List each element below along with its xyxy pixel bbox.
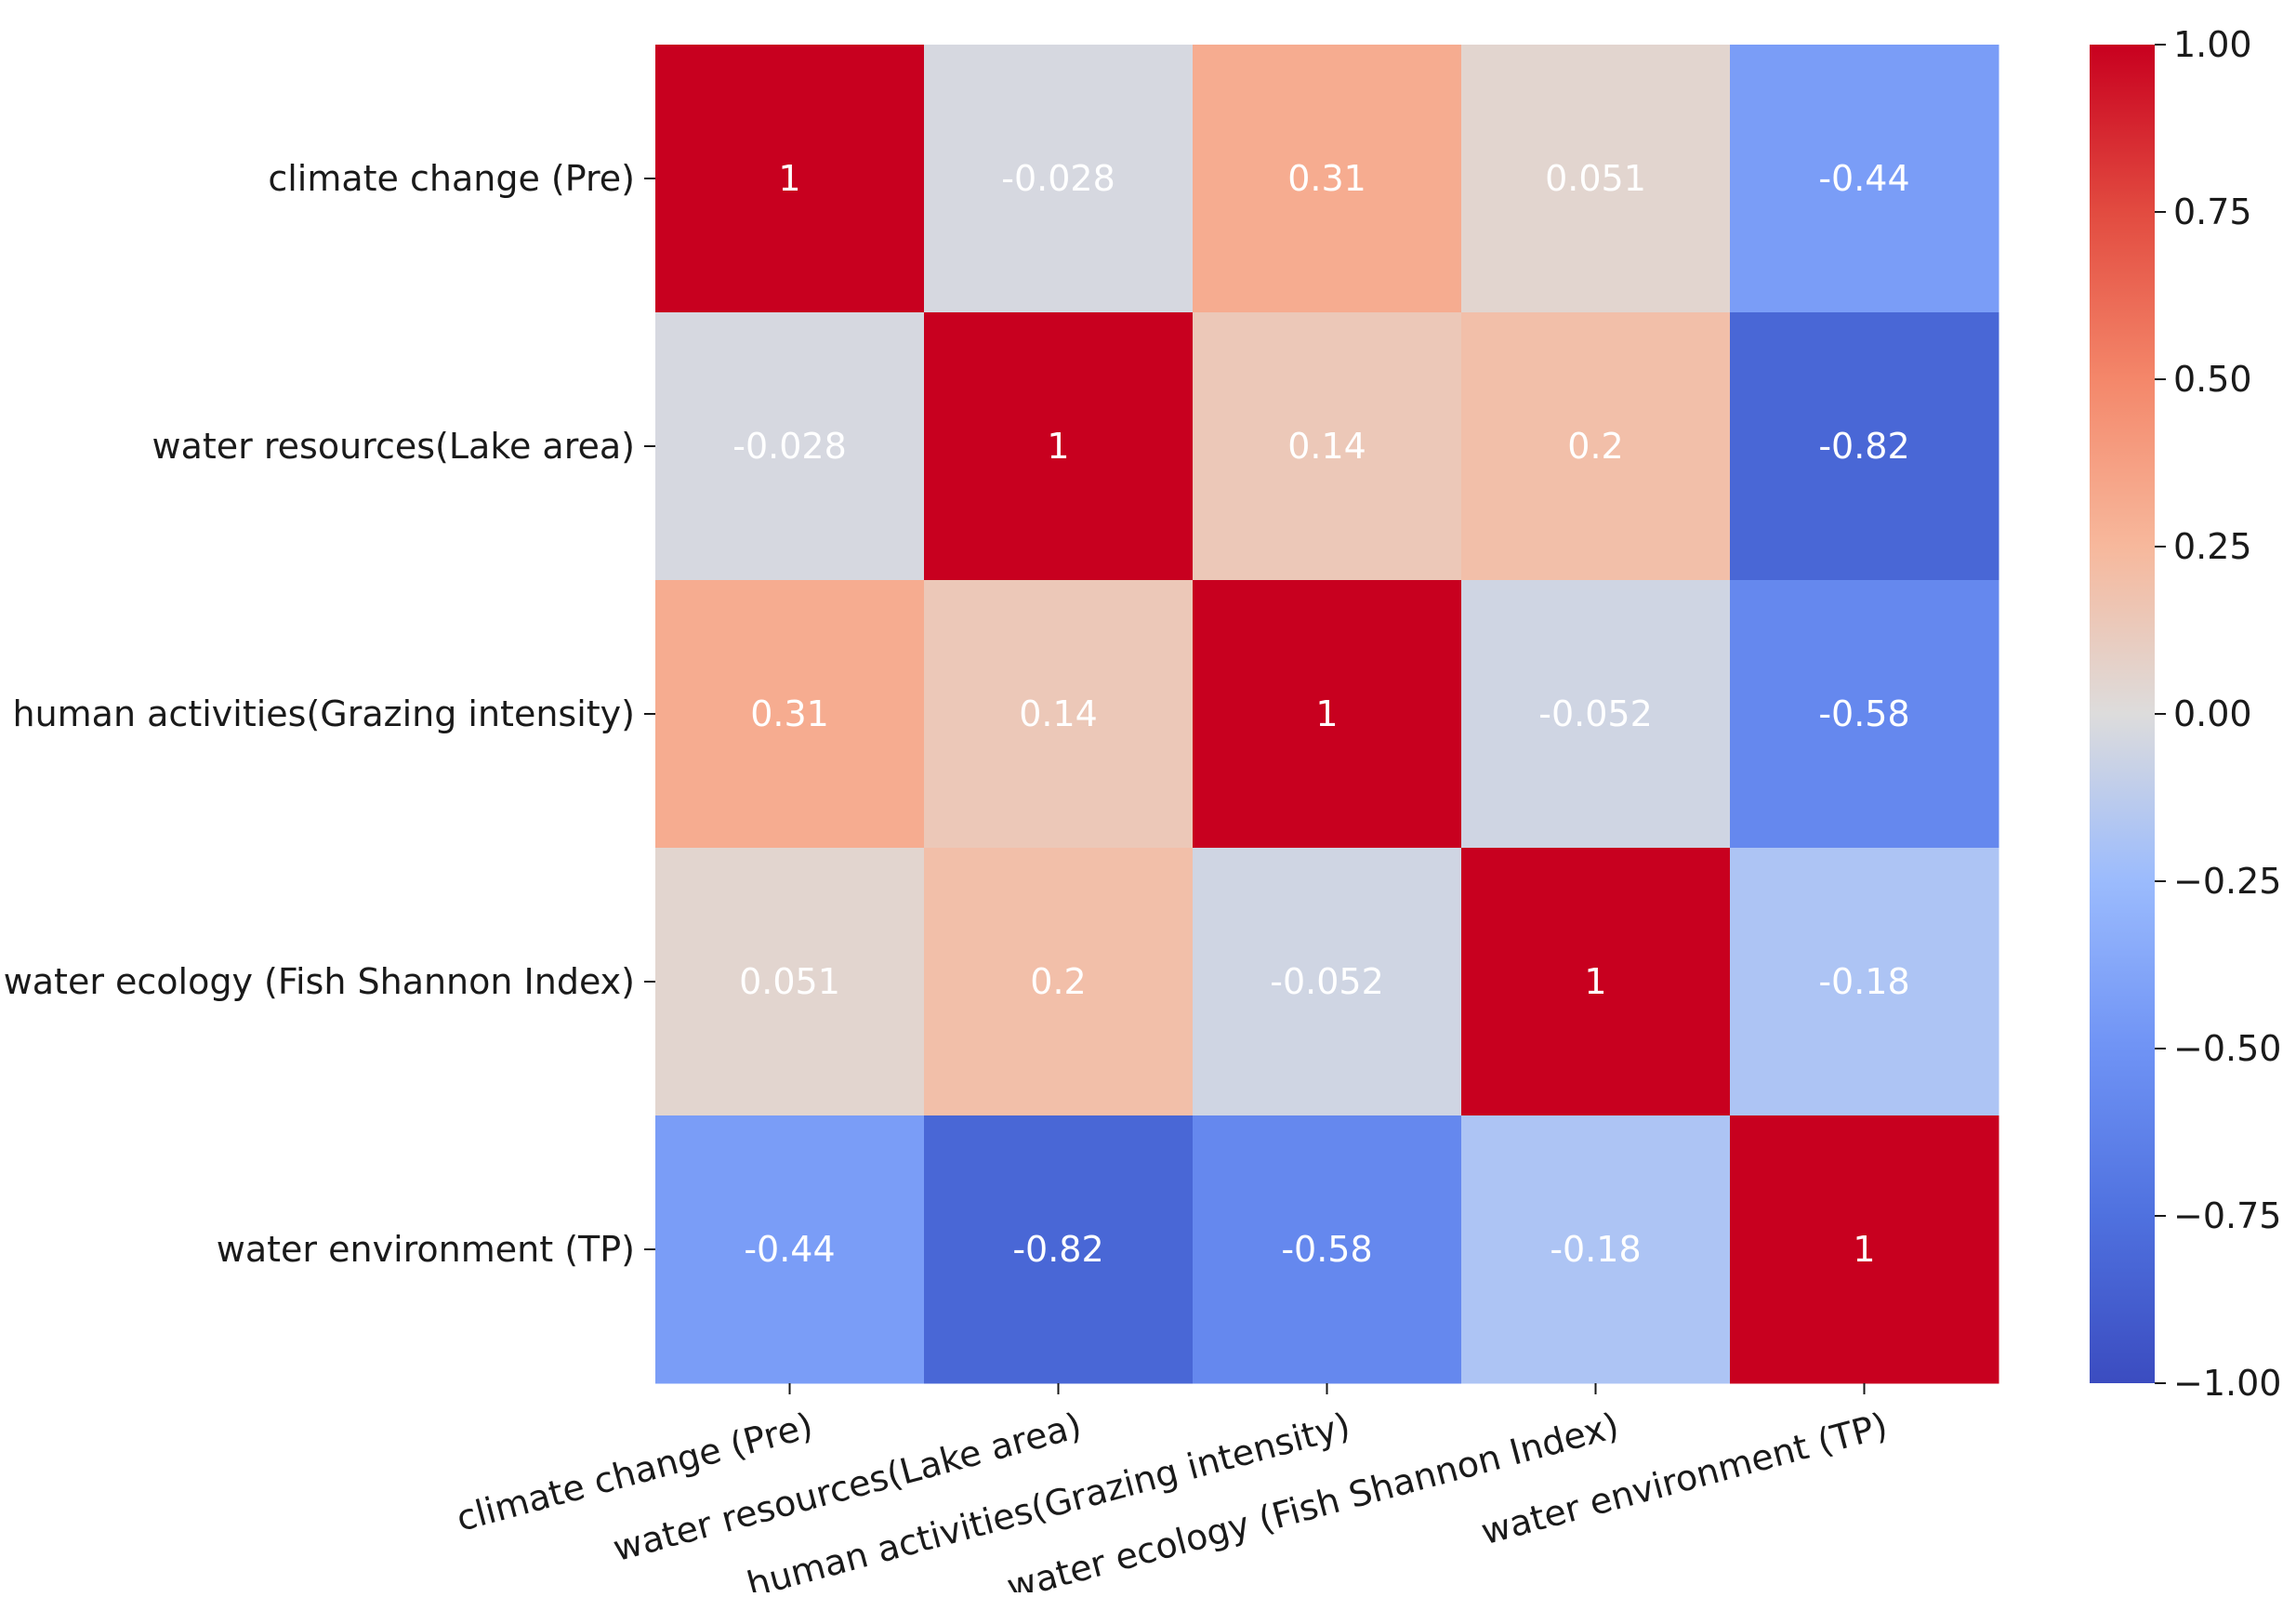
colorbar-tick-label: −1.00 (2173, 1363, 2281, 1404)
heatmap-cell (1461, 580, 1731, 849)
cell-value-label: 1 (778, 158, 800, 199)
heatmap-cell (924, 848, 1194, 1116)
colorbar-tick-label: 0.00 (2173, 693, 2252, 734)
colorbar-tick-label: 0.25 (2173, 526, 2252, 567)
heatmap-cell (1193, 45, 1462, 313)
heatmap-cell (1730, 45, 1999, 313)
y-tick-label: human activities(Grazing intensity) (13, 693, 636, 734)
cell-value-label: -0.18 (1818, 961, 1909, 1002)
cell-value-label: -0.58 (1818, 693, 1909, 734)
heatmap-cell (1461, 1115, 1731, 1384)
cell-value-label: -0.82 (1012, 1229, 1103, 1270)
cell-value-label: -0.44 (1818, 158, 1909, 199)
heatmap-cell (1193, 848, 1462, 1116)
cell-value-label: 0.2 (1030, 961, 1086, 1002)
cell-value-label: -0.58 (1281, 1229, 1372, 1270)
y-tick-label: climate change (Pre) (268, 158, 635, 199)
cell-value-label: 0.31 (750, 693, 829, 734)
heatmap-cell (924, 45, 1194, 313)
cell-value-label: 1 (1584, 961, 1606, 1002)
cell-value-label: -0.44 (744, 1229, 835, 1270)
cell-value-label: -0.052 (1270, 961, 1384, 1002)
y-tick-label: water environment (TP) (217, 1229, 635, 1270)
cell-value-label: -0.18 (1550, 1229, 1641, 1270)
heatmap-cell (1730, 312, 1999, 581)
cell-value-label: 1 (1047, 426, 1069, 467)
cell-value-label: 1 (1315, 693, 1338, 734)
heatmap-cell-values: 1 -0.028 0.31 0.051 -0.44 -0.028 1 0.14 0.2 -0.82… (732, 158, 1909, 1270)
colorbar-tick-label: −0.25 (2173, 861, 2281, 902)
heatmap-cell (655, 312, 925, 581)
cell-value-label: 0.14 (1287, 426, 1366, 467)
cell-value-label: 0.14 (1019, 693, 1098, 734)
heatmap-cell (924, 312, 1194, 581)
colorbar-tick-label: 1.00 (2173, 24, 2252, 65)
heatmap-cell (1193, 312, 1462, 581)
heatmap-cell (1193, 580, 1462, 849)
heatmap-cell (1193, 1115, 1462, 1384)
cell-value-label: 0.2 (1567, 426, 1623, 467)
heatmap-cell (924, 1115, 1194, 1384)
cell-value-label: -0.052 (1538, 693, 1653, 734)
colorbar-tick-label: 0.75 (2173, 191, 2252, 232)
y-axis-tick-labels: climate change (Pre) water resources(Lake… (4, 158, 655, 1270)
cell-value-label: 0.051 (1545, 158, 1646, 199)
heatmap-cell (655, 580, 925, 849)
heatmap-cell (1730, 848, 1999, 1116)
y-tick-label: water resources(Lake area) (152, 426, 635, 467)
x-axis-tick-labels: climate change (Pre)water resources(Lake… (452, 1383, 1892, 1597)
colorbar-tick-label: 0.50 (2173, 359, 2252, 400)
heatmap-cell (1730, 1115, 1999, 1384)
heatmap-cell (924, 580, 1194, 849)
heatmap-cell (1461, 312, 1731, 581)
y-tick-label: water ecology (Fish Shannon Index) (4, 961, 635, 1002)
heatmap-cell (1461, 45, 1731, 313)
cell-value-label: 0.31 (1287, 158, 1366, 199)
heatmap-cell (655, 848, 925, 1116)
cell-value-label: 1 (1853, 1229, 1875, 1270)
cell-value-label: -0.82 (1818, 426, 1909, 467)
heatmap-cell (655, 45, 925, 313)
colorbar-tick-label: −0.75 (2173, 1195, 2281, 1236)
colorbar: 1.00 0.75 0.50 0.25 0.00 −0.25 −0.50 −0.75 −1.00 (2090, 24, 2281, 1404)
heatmap-cell (1461, 848, 1731, 1116)
heatmap-cells (655, 45, 1999, 1384)
colorbar-tick-label: −0.50 (2173, 1028, 2281, 1069)
cell-value-label: 0.051 (739, 961, 840, 1002)
cell-value-label: -0.028 (1001, 158, 1115, 199)
heatmap-cell (1730, 580, 1999, 849)
colorbar-gradient (2090, 45, 2155, 1383)
heatmap-cell (655, 1115, 925, 1384)
cell-value-label: -0.028 (732, 426, 847, 467)
